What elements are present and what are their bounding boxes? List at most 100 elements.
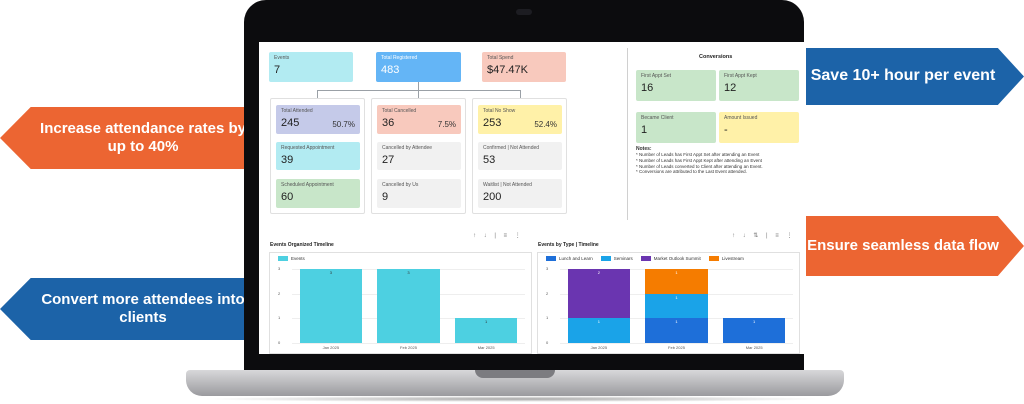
dashboard-screen: Events 7 Total Registered 483 Total Spen… <box>259 42 806 354</box>
x-tick-label: Jan 2025 <box>590 345 608 350</box>
callout-data-flow: Ensure seamless data flow <box>806 216 1024 276</box>
confirmed-value: 53 <box>483 154 496 166</box>
bytype-chart: Lunch and Learn Seminars Market Outlook Su… <box>537 252 800 354</box>
section-divider <box>627 48 628 220</box>
x-tick-label: Feb 2025 <box>400 345 417 350</box>
requested-label: Requested Appointment <box>281 145 335 151</box>
timeline-toolbar[interactable]: ↑ ↓ | ≡ ⋮ <box>473 233 524 239</box>
timeline-title: Events Organized Timeline <box>270 242 334 248</box>
spend-card[interactable]: Total Spend $47.47K <box>482 52 566 82</box>
spend-value: $47.47K <box>487 64 528 76</box>
became-client-label: Became Client <box>641 115 674 121</box>
y-tick-label: 1 <box>546 315 549 321</box>
legend-item[interactable]: Market Outlook Summit <box>640 256 701 262</box>
conversions-title: Conversions <box>699 54 733 60</box>
bar-value-label: 3 <box>407 270 410 275</box>
x-tick-label: Feb 2025 <box>668 345 685 350</box>
bar-value-label: 2 <box>597 270 600 275</box>
legend-item[interactable]: Livestream <box>708 256 744 262</box>
events-card[interactable]: Events 7 <box>269 52 353 82</box>
chart-legend: Lunch and Learn Seminars Market Outlook Su… <box>546 256 752 262</box>
callout-convert: Convert more attendees into clients <box>0 278 256 340</box>
legend-swatch <box>640 256 651 262</box>
amount-issued-label: Amount Issued <box>724 115 758 121</box>
noshow-value: 253 <box>483 117 502 129</box>
became-client-card[interactable]: Became Client 1 <box>636 112 716 143</box>
bar-events <box>377 269 440 343</box>
legend-swatch <box>546 256 556 262</box>
note-line: * Conversions are attributed to the Last… <box>636 169 747 175</box>
attended-label: Total Attended <box>281 108 313 114</box>
bar-livestream <box>645 269 708 294</box>
cancelled-label: Total Cancelled <box>382 108 417 114</box>
requested-value: 39 <box>281 154 294 166</box>
noshow-group: Total No Show 253 52.4% Confirmed | Not … <box>472 98 567 214</box>
attended-group: Total Attended 245 50.7% Requested Appoi… <box>270 98 365 214</box>
connector <box>418 90 419 98</box>
note-line: * Number of Leads converted to Client af… <box>636 163 763 169</box>
confirmed-label: Confirmed | Not Attended <box>483 145 540 151</box>
x-tick-label: Mar 2025 <box>745 345 763 350</box>
amount-issued-value: - <box>724 124 728 136</box>
cancelled-card[interactable]: Total Cancelled 36 7.5% <box>377 105 461 134</box>
note-line: * Number of Leads has First Appt Set aft… <box>636 152 760 158</box>
chart-legend: Events <box>278 256 313 262</box>
spend-label: Total Spend <box>487 55 514 61</box>
laptop-base <box>186 370 844 396</box>
amount-issued-card[interactable]: Amount Issued - <box>719 112 799 143</box>
first-kept-label: First Appt Kept <box>724 73 757 79</box>
callout-save-time: Save 10+ hour per event <box>806 48 1024 105</box>
first-kept-value: 12 <box>724 82 737 94</box>
attended-card[interactable]: Total Attended 245 50.7% <box>276 105 360 134</box>
first-set-card[interactable]: First Appt Set 16 <box>636 70 716 101</box>
legend-swatch <box>600 256 611 262</box>
requested-card[interactable]: Requested Appointment 39 <box>276 142 360 170</box>
connector <box>418 82 419 90</box>
bytype-toolbar[interactable]: ↑ ↓ ⇅ | ≡ ⋮ <box>732 233 796 239</box>
noshow-pct: 52.4% <box>534 120 557 129</box>
attended-value: 245 <box>281 117 300 129</box>
attended-pct: 50.7% <box>332 120 355 129</box>
by-us-card[interactable]: Cancelled by Us 9 <box>377 179 461 208</box>
bar-value-label: 1 <box>485 319 488 325</box>
first-kept-card[interactable]: First Appt Kept 12 <box>719 70 799 101</box>
y-tick-label: 3 <box>546 266 549 271</box>
scheduled-card[interactable]: Scheduled Appointment 60 <box>276 179 360 208</box>
bar-value-label: 1 <box>675 319 678 325</box>
note-line: * Number of Leads has First Appt Kept af… <box>636 157 762 163</box>
scheduled-label: Scheduled Appointment <box>281 182 334 188</box>
waitlist-card[interactable]: Waitlist | Not Attended 200 <box>478 179 562 208</box>
connector <box>317 90 521 91</box>
cancelled-pct: 7.5% <box>437 120 456 129</box>
connector <box>520 90 521 98</box>
confirmed-card[interactable]: Confirmed | Not Attended 53 <box>478 142 562 170</box>
bar-market-outlook-summit <box>567 269 630 319</box>
legend-label: Lunch and Learn <box>559 256 593 261</box>
legend-item[interactable]: Events <box>278 256 305 262</box>
by-attendee-card[interactable]: Cancelled by Attendee 27 <box>377 142 461 170</box>
gridline <box>560 343 793 344</box>
camera <box>516 9 532 15</box>
y-tick-label: 0 <box>546 340 549 345</box>
bar-value-label: 1 <box>675 294 678 300</box>
noshow-label: Total No Show <box>483 108 516 114</box>
registered-value: 483 <box>381 64 400 76</box>
legend-item[interactable]: Seminars <box>600 256 633 262</box>
bar-value-label: 3 <box>329 270 332 275</box>
conversion-notes: Notes: * Number of Leads has First Appt … <box>636 146 806 175</box>
became-client-value: 1 <box>641 124 648 136</box>
bar-seminars <box>567 318 630 343</box>
waitlist-label: Waitlist | Not Attended <box>483 182 532 188</box>
y-tick-label: 2 <box>278 290 281 296</box>
waitlist-value: 200 <box>483 191 502 203</box>
noshow-card[interactable]: Total No Show 253 52.4% <box>478 105 562 134</box>
events-label: Events <box>274 55 290 61</box>
by-attendee-value: 27 <box>382 154 395 166</box>
first-set-label: First Appt Set <box>641 73 672 79</box>
legend-item[interactable]: Lunch and Learn <box>546 256 593 262</box>
scheduled-value: 60 <box>281 191 294 203</box>
trackpad-notch <box>475 370 555 378</box>
bar-value-label: 1 <box>675 270 678 275</box>
registered-card[interactable]: Total Registered 483 <box>376 52 461 82</box>
